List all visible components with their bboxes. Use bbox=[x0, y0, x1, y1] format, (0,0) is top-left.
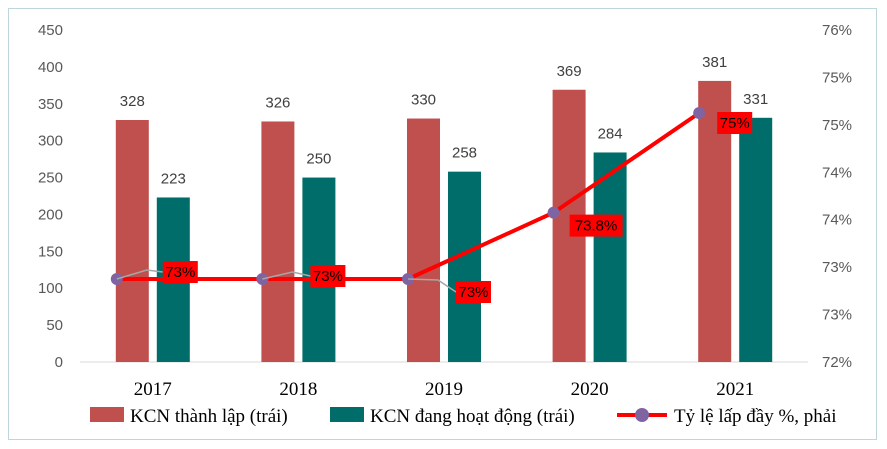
left-tick-label: 150 bbox=[38, 243, 63, 260]
legend-swatch-bar-established bbox=[90, 407, 124, 422]
x-tick-label: 2018 bbox=[279, 379, 317, 400]
bar-data-label: 369 bbox=[557, 63, 582, 80]
right-tick-label: 73% bbox=[822, 259, 852, 276]
line-data-label-box bbox=[569, 214, 623, 237]
bar-established bbox=[407, 118, 440, 363]
x-tick-label: 2021 bbox=[716, 379, 754, 400]
right-tick-label: 75% bbox=[822, 117, 852, 134]
right-tick-label: 75% bbox=[822, 69, 852, 86]
fill-rate-marker bbox=[547, 206, 560, 219]
fill-rate-marker bbox=[693, 107, 706, 119]
left-tick-label: 450 bbox=[38, 22, 63, 39]
left-tick-label: 400 bbox=[38, 59, 63, 76]
leader-line bbox=[116, 269, 163, 280]
left-tick-label: 250 bbox=[38, 170, 63, 187]
bar-data-label: 258 bbox=[452, 145, 477, 162]
right-tick-label: 73% bbox=[822, 307, 852, 324]
line-data-label: 73.8% bbox=[575, 218, 618, 235]
right-tick-label: 76% bbox=[822, 22, 852, 39]
bar-data-label: 330 bbox=[411, 92, 436, 109]
left-tick-label: 200 bbox=[38, 206, 63, 223]
left-tick-label: 350 bbox=[38, 96, 63, 113]
bar-data-label: 223 bbox=[161, 170, 186, 187]
line-data-label-box bbox=[162, 261, 198, 283]
bar-data-label: 326 bbox=[265, 94, 290, 111]
bar-operating bbox=[448, 171, 481, 362]
left-axis: 0 50 100 150 200 250 300 350 400 450 bbox=[38, 22, 63, 371]
right-tick-label: 74% bbox=[822, 164, 852, 181]
bar-established bbox=[261, 121, 295, 363]
x-axis: 2017 2018 2019 2020 2021 bbox=[134, 379, 754, 400]
legend: KCN thành lập (trái) KCN đang hoạt động … bbox=[90, 406, 837, 427]
x-tick-label: 2020 bbox=[571, 379, 609, 400]
line-data-label: 73% bbox=[313, 268, 343, 285]
bar-series bbox=[115, 80, 773, 363]
legend-label-established: KCN thành lập (trái) bbox=[130, 406, 288, 427]
bar-data-label: 284 bbox=[598, 125, 623, 142]
line-data-label: 75% bbox=[720, 115, 750, 132]
left-tick-label: 300 bbox=[38, 133, 63, 150]
bar-operating bbox=[739, 117, 773, 362]
line-data-label-box bbox=[717, 112, 753, 134]
x-tick-label: 2017 bbox=[134, 379, 172, 400]
line-data-labels: 73% 73% 73% 73.8% 75% bbox=[116, 112, 753, 303]
right-axis: 72% 73% 73% 74% 74% 75% 75% 76% bbox=[822, 22, 852, 371]
bar-established bbox=[115, 120, 149, 363]
left-tick-label: 50 bbox=[46, 317, 63, 334]
legend-label-fill-rate: Tỷ lệ lấp đầy %, phải bbox=[674, 406, 837, 427]
legend-label-operating: KCN đang hoạt động (trái) bbox=[370, 406, 575, 427]
left-tick-label: 100 bbox=[38, 280, 63, 297]
line-data-label-box bbox=[310, 265, 346, 287]
leader-line bbox=[262, 271, 311, 280]
chart-frame bbox=[8, 8, 877, 440]
right-tick-label: 74% bbox=[822, 212, 852, 229]
bar-operating bbox=[593, 152, 627, 362]
bar-data-label: 328 bbox=[120, 93, 145, 110]
line-data-label: 73% bbox=[458, 284, 488, 301]
x-tick-label: 2019 bbox=[425, 379, 463, 400]
legend-swatch-marker bbox=[635, 408, 649, 422]
legend-swatch-bar-operating bbox=[330, 407, 364, 422]
line-data-label: 73% bbox=[165, 264, 195, 281]
leader-line bbox=[407, 278, 457, 293]
left-tick-label: 0 bbox=[55, 354, 63, 371]
right-tick-label: 72% bbox=[822, 354, 852, 371]
line-data-label-box bbox=[456, 281, 491, 303]
bar-data-label: 331 bbox=[743, 91, 768, 108]
bar-data-label: 381 bbox=[702, 54, 727, 71]
bar-data-label: 250 bbox=[306, 151, 331, 168]
bar-data-labels: 328 326 330 369 381 223 250 258 284 331 bbox=[120, 54, 768, 188]
